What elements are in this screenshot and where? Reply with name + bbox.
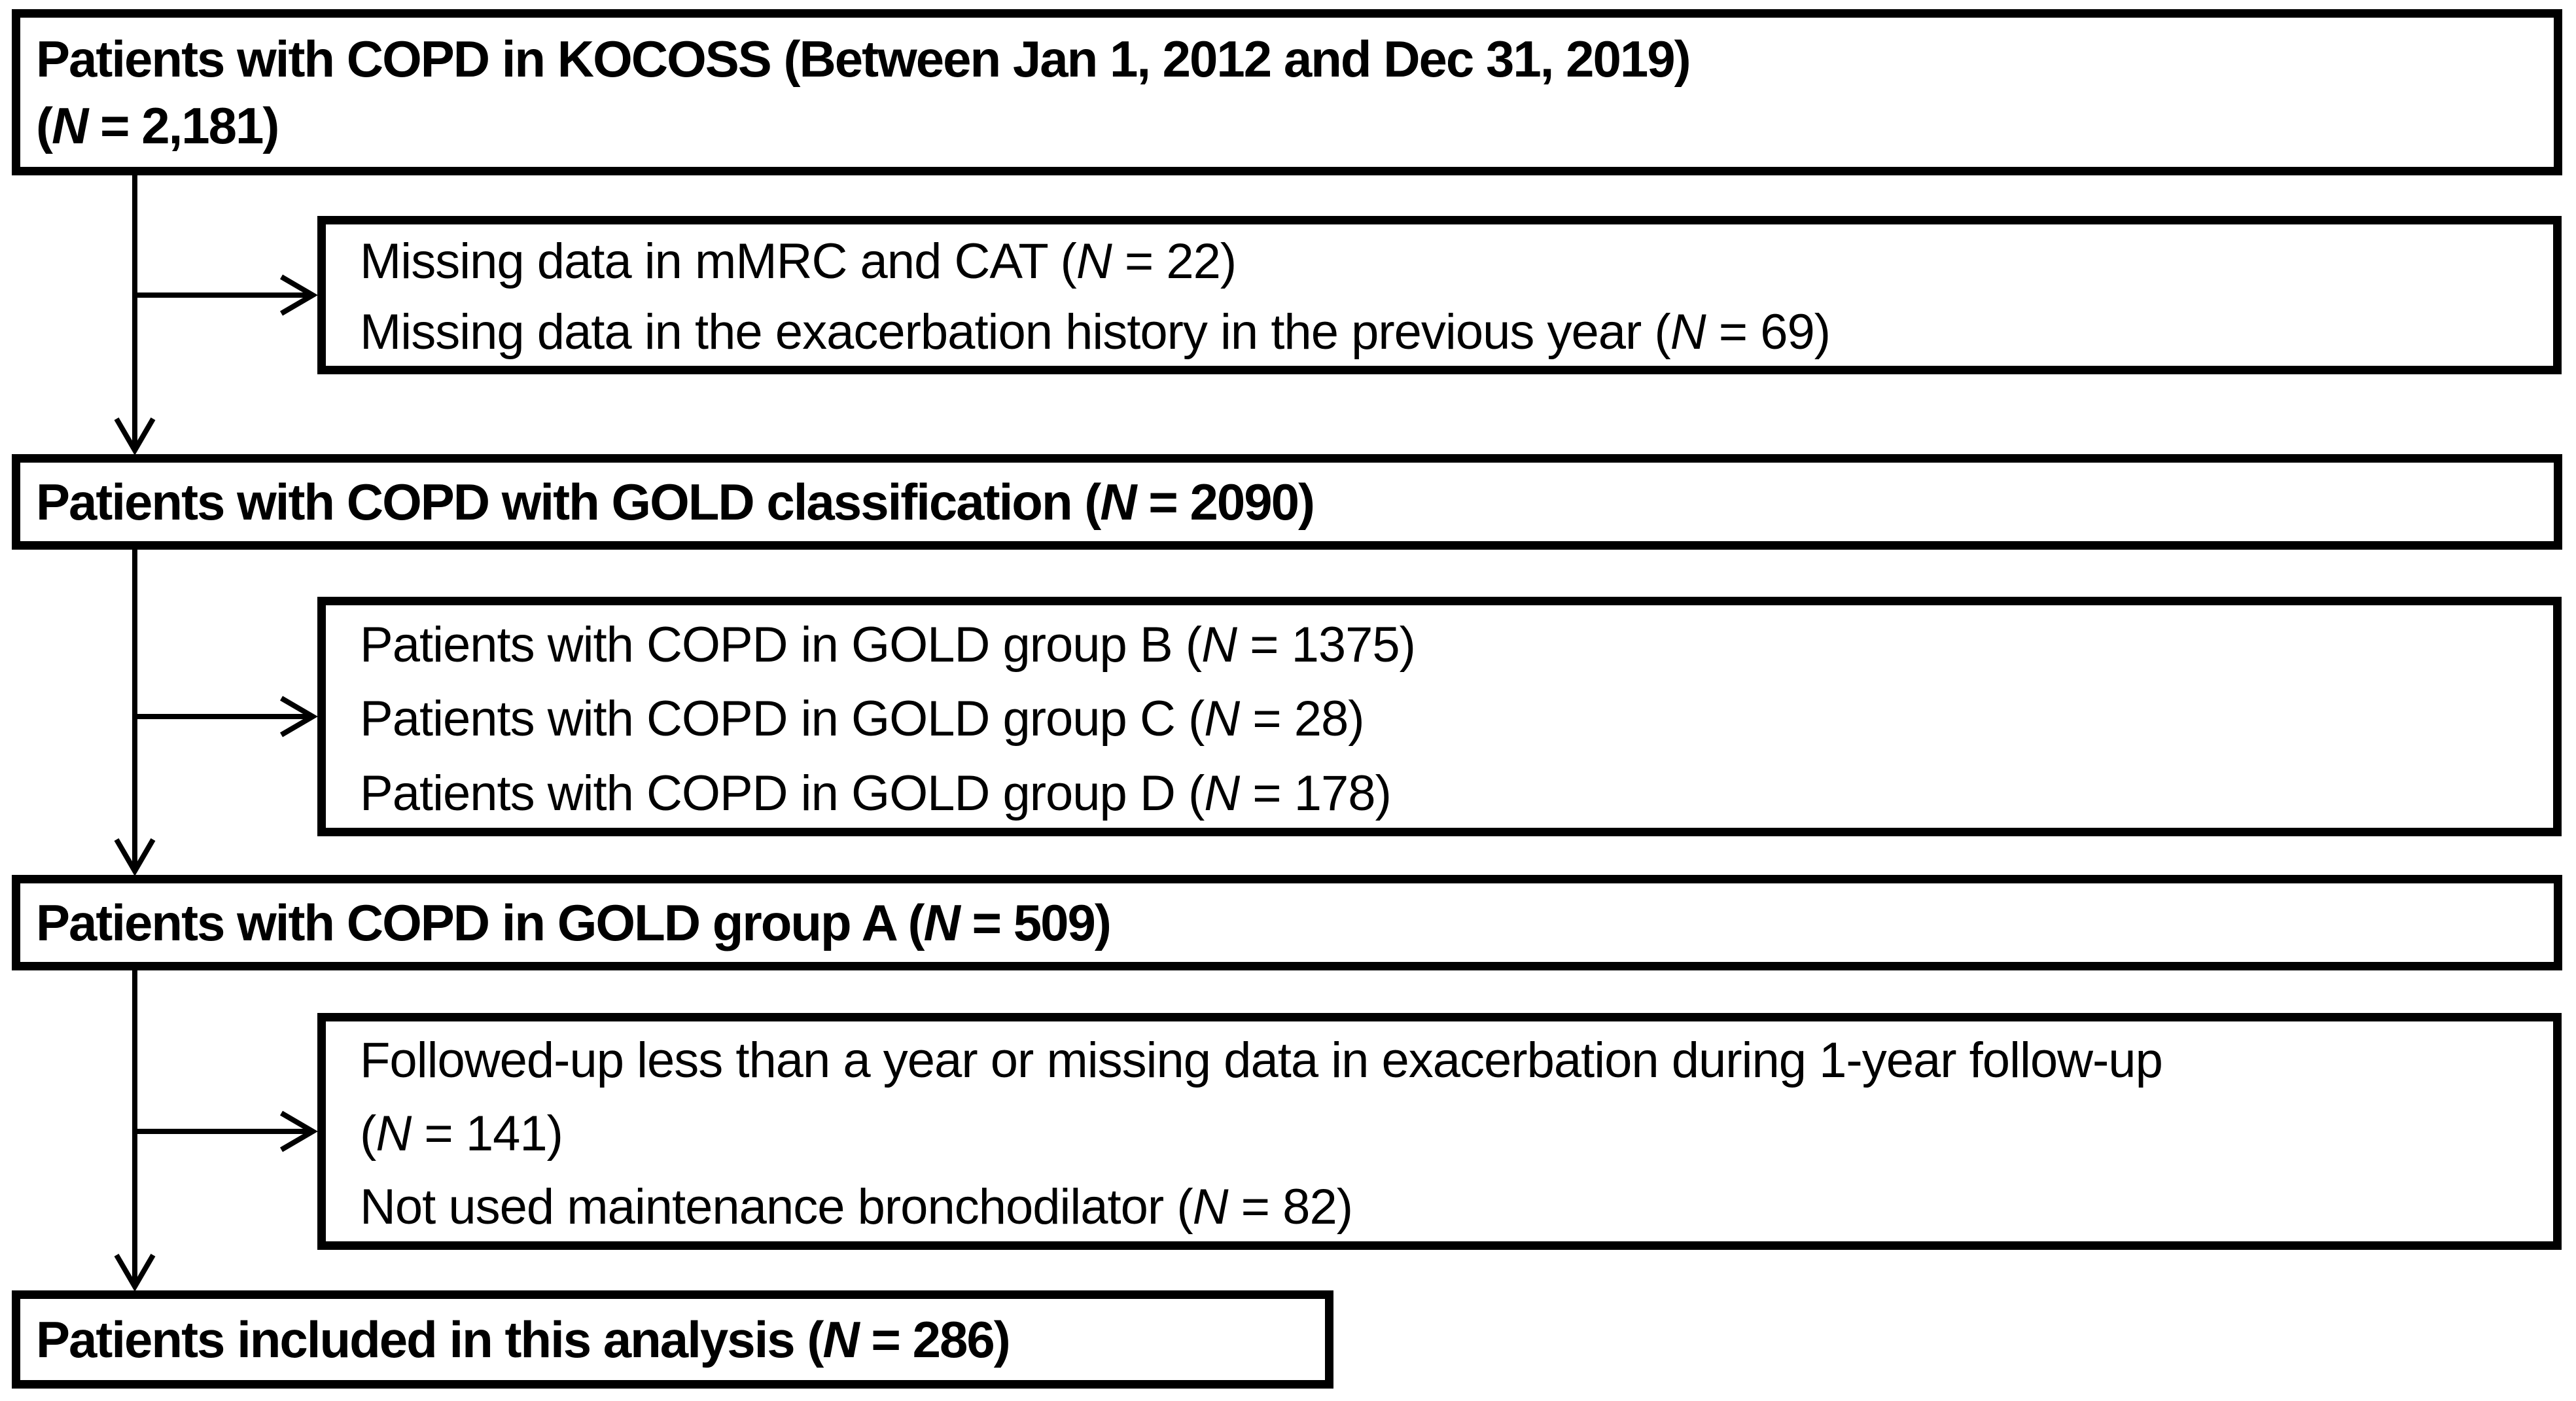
text-line: Patients with COPD in GOLD group B (N = … xyxy=(360,617,1416,673)
text-line: Followed-up less than a year or missing … xyxy=(360,1033,2163,1088)
arrow-down-icon xyxy=(114,838,156,876)
text-line: Patients with COPD in GOLD group D (N = … xyxy=(360,765,1392,821)
text-line: Patients with COPD with GOLD classificat… xyxy=(36,472,1315,531)
arrow-right-icon xyxy=(279,274,318,316)
box-excluded-gold-groups-bcd: Patients with COPD in GOLD group B (N = … xyxy=(317,597,2562,836)
text-line: (N = 2,181) xyxy=(36,97,279,154)
text-line: Patients with COPD in KOCOSS (Between Ja… xyxy=(36,30,1691,88)
text-line: Not used maintenance bronchodilator (N =… xyxy=(360,1179,1353,1235)
text-line: Patients with COPD in GOLD group C (N = … xyxy=(360,691,1365,747)
arrow-right-icon xyxy=(279,696,318,737)
box-cohort-gold-group-a: Patients with COPD in GOLD group A (N = … xyxy=(12,875,2562,970)
arrow-right-icon xyxy=(279,1110,318,1152)
text-line: (N = 141) xyxy=(360,1106,563,1162)
box-excluded-missing-data: Missing data in mMRC and CAT (N = 22) Mi… xyxy=(317,216,2562,374)
box-cohort-kocoss: Patients with COPD in KOCOSS (Between Ja… xyxy=(12,9,2562,175)
arrow-down-icon xyxy=(114,1253,156,1292)
text-line: Missing data in the exacerbation history… xyxy=(360,304,1831,360)
arrow-down-icon xyxy=(114,417,156,455)
text-line: Patients included in this analysis (N = … xyxy=(36,1310,1011,1368)
box-excluded-followup: Followed-up less than a year or missing … xyxy=(317,1013,2562,1250)
text-line: Missing data in mMRC and CAT (N = 22) xyxy=(360,234,1237,289)
box-final-analysis: Patients included in this analysis (N = … xyxy=(12,1290,1333,1389)
box-cohort-gold-classification: Patients with COPD with GOLD classificat… xyxy=(12,454,2562,550)
text-line: Patients with COPD in GOLD group A (N = … xyxy=(36,893,1112,951)
